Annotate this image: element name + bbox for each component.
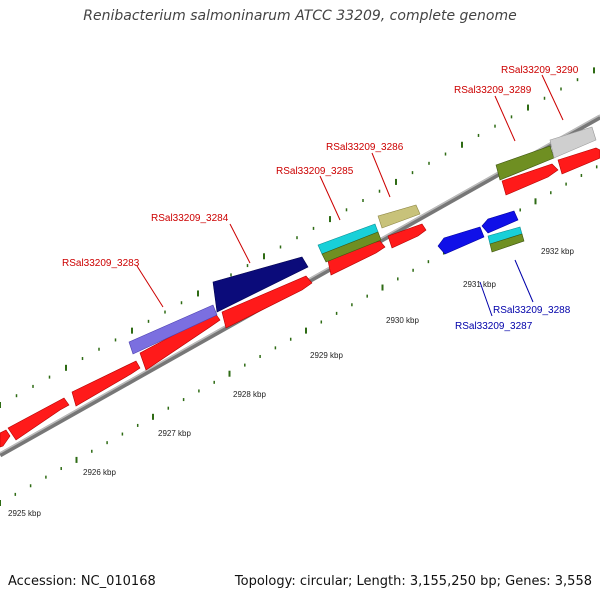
cds-arrow[interactable]: [7, 397, 70, 441]
tick-label: 2930 kbp: [386, 316, 419, 325]
gene-label[interactable]: RSal33209_3287: [455, 321, 533, 332]
tick-label: 2931 kbp: [463, 280, 496, 289]
reverse-lane: [437, 210, 525, 255]
gene-3285-olive[interactable]: [321, 231, 382, 263]
gene-label[interactable]: RSal33209_3290: [501, 65, 579, 76]
gene-label[interactable]: RSal33209_3288: [493, 305, 571, 316]
gene-label[interactable]: RSal33209_3284: [151, 213, 229, 224]
gene-label[interactable]: RSal33209_3289: [454, 85, 532, 96]
cds-arrow[interactable]: [387, 223, 427, 249]
tick-label: 2932 kbp: [541, 247, 574, 256]
map-title: Renibacterium salmoninarum ATCC 33209, c…: [83, 8, 517, 24]
cds-arrow[interactable]: [0, 429, 11, 448]
gene-3288-olive[interactable]: [489, 233, 525, 253]
tick-label: 2929 kbp: [310, 351, 343, 360]
accession-text: Accession: NC_010168: [8, 574, 156, 589]
gene-3286[interactable]: [377, 204, 421, 229]
gene-label[interactable]: RSal33209_3285: [276, 166, 354, 177]
cds-arrow[interactable]: [557, 147, 600, 175]
forward-cds-lane: [0, 147, 600, 448]
tick-label: 2925 kbp: [8, 509, 41, 518]
feature-lane: [128, 126, 597, 355]
gene-3283-rna[interactable]: [128, 304, 218, 355]
genome-summary-text: Topology: circular; Length: 3,155,250 bp…: [234, 574, 592, 589]
gene-3290[interactable]: [549, 126, 597, 159]
cds-arrow[interactable]: [501, 163, 559, 196]
gene-label[interactable]: RSal33209_3283: [62, 258, 140, 269]
cds-arrow[interactable]: [71, 360, 141, 407]
gene-3287[interactable]: [437, 226, 485, 255]
gene-3287b[interactable]: [481, 210, 519, 234]
upper-tick-row: [0, 67, 595, 408]
gene-labels: RSal33209_3283 RSal33209_3284 RSal33209_…: [62, 65, 579, 332]
tick-labels: 2925 kbp 2926 kbp 2927 kbp 2928 kbp 2929 kbp…: [8, 247, 574, 518]
label-leaders: [136, 74, 564, 317]
tick-label: 2926 kbp: [83, 468, 116, 477]
gene-3284[interactable]: [212, 256, 309, 313]
tick-label: 2928 kbp: [233, 390, 266, 399]
cds-arrow[interactable]: [221, 275, 313, 329]
tick-label: 2927 kbp: [158, 429, 191, 438]
gene-label[interactable]: RSal33209_3286: [326, 142, 404, 153]
